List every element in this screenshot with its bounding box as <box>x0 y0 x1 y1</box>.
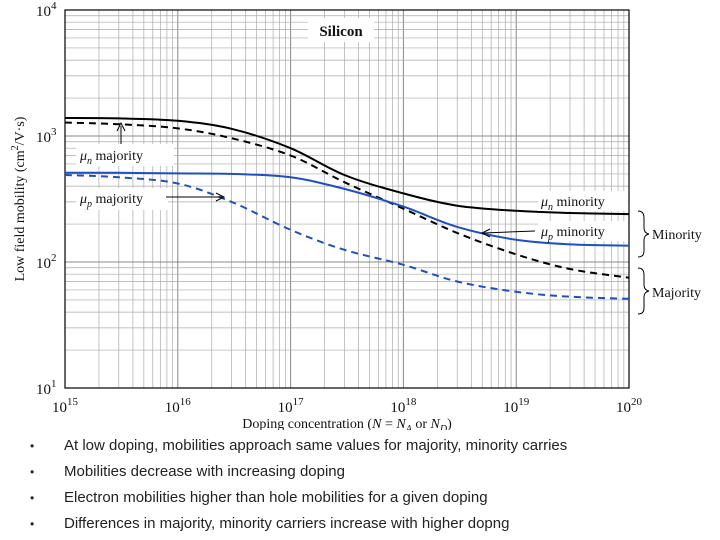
series-mu-n-minority <box>64 116 630 216</box>
series-mu-p-minority <box>64 171 630 247</box>
mu-p-majority-bg <box>76 188 168 210</box>
mu-n-majority-label: μn majority <box>79 149 143 167</box>
bullet-item: • Electron mobilities higher than hole mo… <box>30 488 567 514</box>
bullet-dot: • <box>30 517 35 531</box>
bullet-dot: • <box>30 491 35 505</box>
bullet-text: Mobilities decrease with increasing dopi… <box>64 463 345 480</box>
majority-brace <box>637 267 650 315</box>
series-mu-p-majority <box>64 174 630 300</box>
x-axis-label: Doping concentration (N = NA or ND) <box>242 417 452 430</box>
y-tick-label: 104 <box>36 0 57 20</box>
bullet-text: Differences in majority, minority carrie… <box>64 515 510 532</box>
bullet-item: • Mobilities decrease with increasing dop… <box>30 462 567 488</box>
mu-n-minority-label: μn minority <box>540 195 605 213</box>
mu-n-minority-bg <box>538 191 628 211</box>
mu-p-minority-label: μp minority <box>540 225 605 243</box>
plot-frame <box>64 9 630 389</box>
majority-group-label: Majority <box>652 286 701 301</box>
mu-n-majority-arrowhead <box>116 121 126 132</box>
title-bg <box>308 18 374 42</box>
x-tick-label: 1016 <box>165 396 192 416</box>
bullet-dot: • <box>30 439 35 453</box>
mobility-chart: 1015 1016 1017 1018 1019 1020 101 102 103 104 Si… <box>10 0 702 430</box>
y-tick-labels: 101 102 103 104 <box>36 0 57 398</box>
bullet-item: • At low doping, mobilities approach same… <box>30 436 567 462</box>
x-tick-labels: 1015 1016 1017 1018 1019 1020 <box>52 396 643 416</box>
mu-p-majority-arrowhead <box>215 192 226 202</box>
x-tick-label: 1015 <box>52 396 79 416</box>
minority-brace <box>637 210 650 258</box>
bullet-dot: • <box>30 465 35 479</box>
mu-p-majority-label: μp majority <box>79 192 143 210</box>
mu-p-minority-arrowhead <box>480 228 491 238</box>
mu-p-minority-arrow <box>483 230 536 234</box>
y-tick-label: 101 <box>36 378 57 398</box>
series-mu-n-majority <box>64 121 630 279</box>
bullet-item: • Differences in majority, minority carri… <box>30 514 567 540</box>
mu-n-majority-bg <box>76 144 174 166</box>
x-tick-label: 1017 <box>278 396 305 416</box>
bullet-text: At low doping, mobilities approach same … <box>64 437 568 454</box>
minority-group-label: Minority <box>652 228 702 243</box>
bullet-list: • At low doping, mobilities approach same… <box>30 436 567 540</box>
x-tick-label: 1020 <box>616 396 643 416</box>
x-tick-label: 1019 <box>503 396 530 416</box>
y-tick-label: 103 <box>36 126 57 146</box>
mu-p-minority-bg <box>538 221 628 241</box>
chart-series-group <box>64 116 630 300</box>
x-tick-label: 1018 <box>390 396 417 416</box>
y-axis-label: Low field mobility (cm2/V·s) <box>10 116 28 281</box>
chart-title: Silicon <box>319 24 363 40</box>
y-tick-label: 102 <box>36 252 57 272</box>
bullet-text: Electron mobilities higher than hole mob… <box>64 489 488 506</box>
